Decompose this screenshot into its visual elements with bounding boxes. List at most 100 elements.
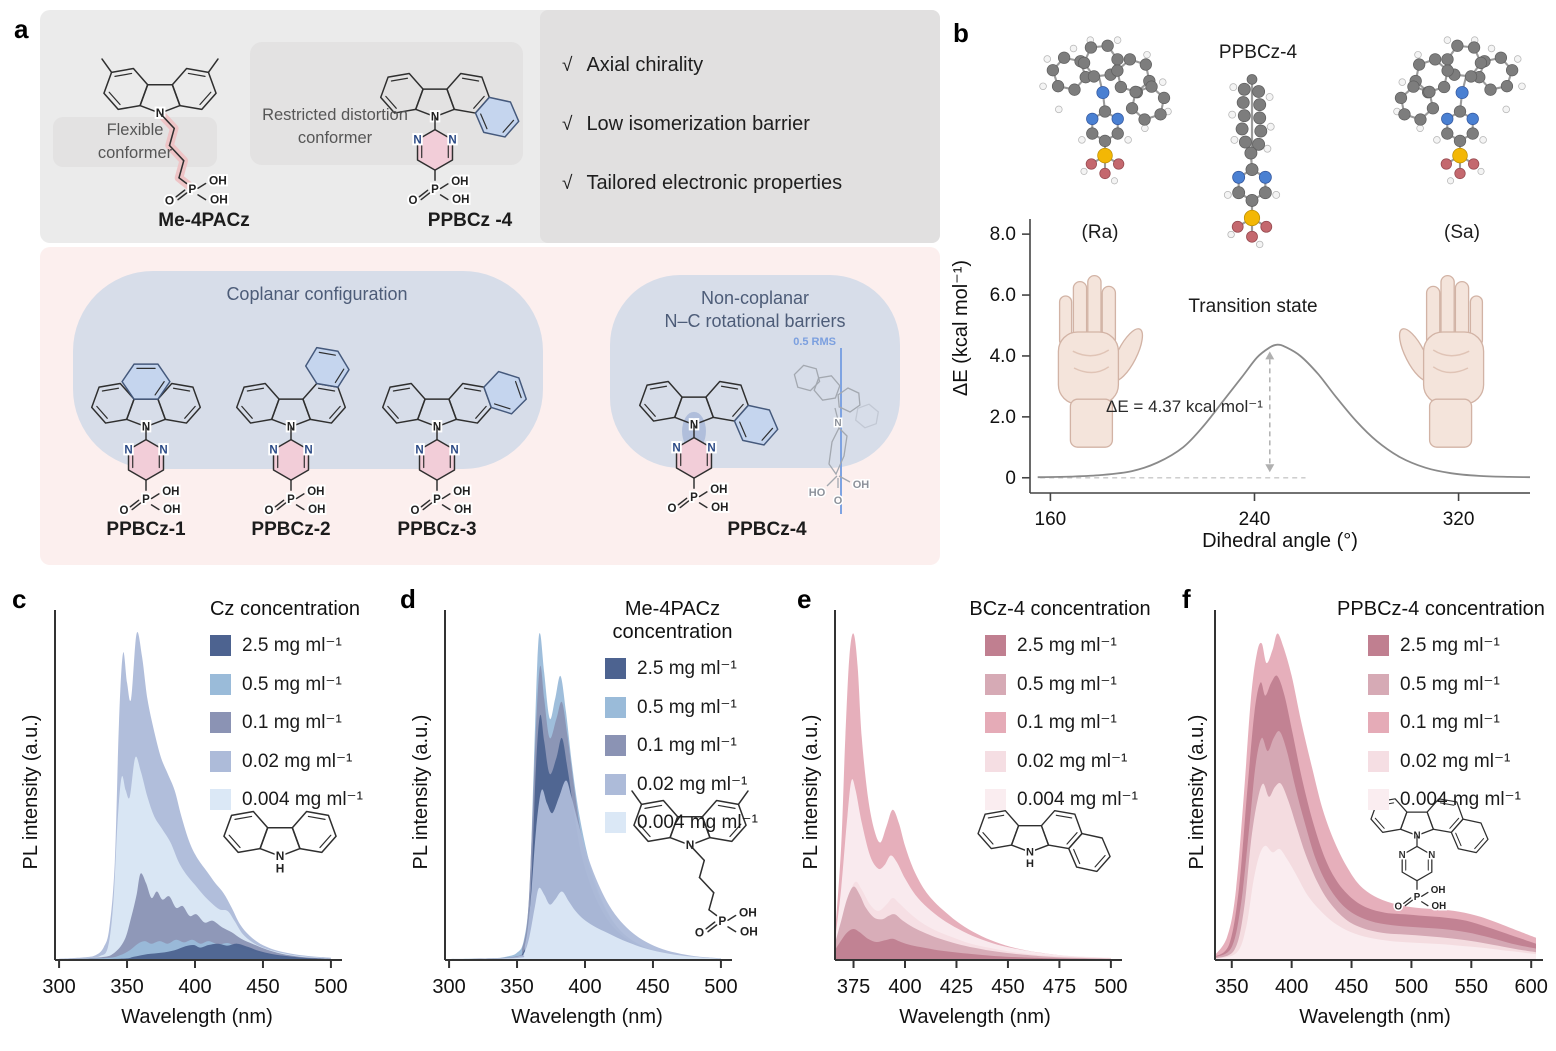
ppbcz3-name: PPBCz-3 [397,519,477,540]
legend-entry: 0.5 mg ml⁻¹ [955,673,1165,696]
legend-label: 0.5 mg ml⁻¹ [242,673,342,695]
legend-label: 2.5 mg ml⁻¹ [637,658,737,679]
legend-label: 0.5 mg ml⁻¹ [637,696,737,718]
legend-swatch [210,635,231,656]
x-tick-label: 500 [704,976,737,998]
check-icon: √ [562,55,573,76]
legend-swatch [605,812,626,833]
x-tick-label: 240 [1239,509,1271,530]
svg-text:P: P [718,914,726,928]
legend-entry: 0.02 mg ml⁻¹ [955,750,1165,773]
legend-swatch [210,673,231,695]
legend-swatch [210,750,231,772]
legend-entry: 0.02 mg ml⁻¹ [195,750,375,773]
legend-label: 0.02 mg ml⁻¹ [1400,750,1511,772]
checklist-item-axial-chirality: √ Axial chirality [562,54,704,76]
legend-label: 0.004 mg ml⁻¹ [1017,789,1138,810]
x-tick-label: 350 [1215,976,1248,998]
svg-text:O: O [1394,902,1402,913]
legend-entry: 0.02 mg ml⁻¹ [1332,750,1550,773]
legend-label: 2.5 mg ml⁻¹ [1017,635,1117,656]
rms-label: 0.5 RMS [793,336,836,348]
x-tick-label: 400 [568,976,601,998]
x-tick-label: 350 [110,976,143,998]
svg-text:P: P [1414,892,1421,903]
svg-text:N: N [1413,831,1420,842]
x-tick-label: 375 [837,976,870,998]
ppbcz4-name: PPBCz-4 [727,519,807,540]
legend-swatch [210,712,231,733]
x-tick-label: 550 [1455,976,1488,998]
legend-entry: 2.5 mg ml⁻¹ [1332,634,1550,657]
ppbcz2-name: PPBCz-2 [251,519,331,540]
panel-f-letter: f [1182,584,1191,614]
panel-a-checklist-box [540,10,940,243]
legend-label: 0.1 mg ml⁻¹ [1017,712,1117,733]
right-hand-illustration [1398,274,1485,448]
legend-label: 0.1 mg ml⁻¹ [242,712,342,733]
sa-3d-model [1393,36,1526,185]
x-tick-label: 450 [636,976,669,998]
legend-cz-pl: Cz concentration 2.5 mg ml⁻¹ 0.5 mg ml⁻¹ 0.… [195,598,375,827]
legend-entry: 0.5 mg ml⁻¹ [195,673,375,696]
legend-label: 0.02 mg ml⁻¹ [637,773,748,795]
svg-text:N: N [1399,850,1406,861]
flexible-conformer-label: Flexible conformer [97,121,173,162]
legend-title: Cz concentration [209,598,361,620]
legend-me4pacz-pl: Me-4PACz concentration 2.5 mg ml⁻¹ 0.5 mg … [575,598,770,850]
legend-entry: 2.5 mg ml⁻¹ [575,657,770,680]
y-tick-label: 8.0 [990,224,1016,245]
legend-label: 0.004 mg ml⁻¹ [242,789,363,810]
x-tick-label: 400 [178,976,211,998]
legend-entry: 0.02 mg ml⁻¹ [575,773,770,796]
sa-isomer-label: (Sa) [1444,222,1480,243]
legend-ppbcz4-pl: PPBCz-4 concentration 2.5 mg ml⁻¹ 0.5 mg m… [1332,598,1550,827]
ppbcz4-top-name: PPBCz -4 [427,210,513,231]
legend-swatch [985,750,1006,772]
legend-swatch [605,696,626,718]
legend-title: BCz-4 concentration [969,598,1151,620]
y-tick-label: 4.0 [990,346,1016,367]
legend-entry: 2.5 mg ml⁻¹ [195,634,375,657]
x-tick-label: 450 [991,976,1024,998]
checklist-item-tailored-electronic: √ Tailored electronic properties [562,172,843,194]
legend-label: 0.1 mg ml⁻¹ [1400,712,1500,733]
legend-entry: 0.1 mg ml⁻¹ [195,711,375,734]
area-series-0.1 mg ml⁻¹ [59,873,331,960]
svg-text:OH: OH [740,924,758,938]
area-series-0.004 mg ml⁻¹ [449,887,721,960]
panel-d-x-axis-label: Wavelength (nm) [511,1006,663,1028]
legend-swatch [985,712,1006,733]
noncoplanar-title-line1: Non-coplanar [700,288,810,308]
area-series-0.5 mg ml⁻¹ [835,886,1111,960]
svg-text:O: O [695,925,704,939]
panel-b-letter: b [953,18,969,48]
x-tick-label: 425 [940,976,973,998]
panel-b-y-axis-label: ΔE (kcal mol⁻¹) [950,259,972,397]
legend-swatch [1368,673,1389,695]
dihedral-angle-chart: 0 2.0 4.0 6.0 8.0 160 240 320 [990,219,1531,530]
x-tick-label: 500 [1094,976,1127,998]
area-series-0.02 mg ml⁻¹ [835,881,1111,960]
legend-swatch [985,635,1006,656]
transition-state-label: Transition state [1188,296,1318,317]
legend-swatch [985,789,1006,810]
area-series-0.5 mg ml⁻¹ [59,939,331,960]
x-tick-label: 600 [1515,976,1548,998]
legend-swatch [1368,750,1389,772]
svg-text:OH: OH [1431,885,1446,896]
panel-f-x-axis-label: Wavelength (nm) [1299,1006,1451,1028]
legend-bcz4-pl: BCz-4 concentration 2.5 mg ml⁻¹ 0.5 mg ml⁻… [955,598,1165,827]
svg-text:N: N [276,849,285,863]
svg-text:H: H [1026,858,1034,870]
legend-swatch [1368,789,1389,810]
panel-c-x-axis-label: Wavelength (nm) [121,1006,273,1028]
legend-entry: 0.1 mg ml⁻¹ [955,711,1165,734]
legend-swatch [605,735,626,756]
legend-swatch [605,773,626,795]
x-tick-label: 400 [1275,976,1308,998]
panel-b-title: PPBCz-4 [1218,42,1298,63]
panel-e-x-axis-label: Wavelength (nm) [899,1006,1051,1028]
legend-title: Me-4PACz concentration [612,598,733,643]
